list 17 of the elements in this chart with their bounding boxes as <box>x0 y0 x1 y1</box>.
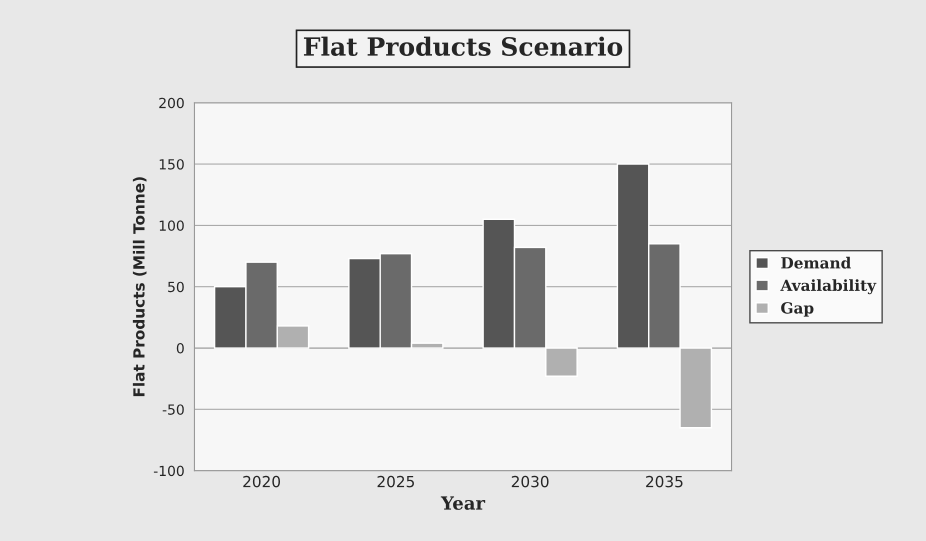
y-tick-label: 200 <box>159 98 184 108</box>
y-tick-label: -50 <box>162 404 184 415</box>
x-tick-label: 2020 <box>243 476 280 488</box>
chart-title: Flat Products Scenario <box>304 36 622 56</box>
x-tick-label: 2030 <box>512 476 549 488</box>
y-tick-label: 0 <box>176 343 184 354</box>
y-tick-label: 150 <box>160 159 184 170</box>
legend-label: Gap <box>781 302 814 317</box>
y-tick-label: 50 <box>168 282 184 292</box>
legend-label: Availability <box>780 279 876 294</box>
x-axis-title: Year <box>440 496 486 510</box>
y-tick-label: 100 <box>160 220 184 231</box>
x-tick-label: 2025 <box>378 476 414 488</box>
legend-label: Demand <box>781 256 851 269</box>
x-tick-label: 2035 <box>646 476 683 488</box>
y-tick-label: -100 <box>154 466 184 476</box>
y-axis-title: Flat Products (Mill Tonne) <box>132 177 146 396</box>
